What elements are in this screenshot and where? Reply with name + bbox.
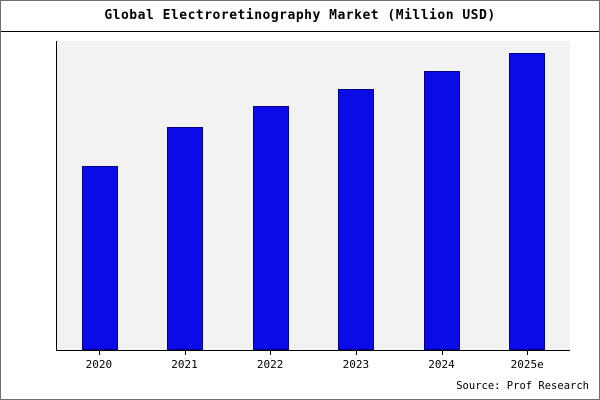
tick-mark [184,351,186,355]
x-tick-label: 2025e [510,358,544,371]
tick-mark [441,351,443,355]
bar-2021 [167,127,204,350]
bar-2020 [81,165,118,350]
x-tick-label: 2023 [342,358,370,371]
x-tick-label: 2022 [256,358,284,371]
tick-mark [98,351,100,355]
plot-area [56,41,570,351]
bars-container [57,41,570,350]
x-tick-label: 2021 [171,358,198,371]
bar-2025e [509,52,546,350]
bar-2023 [338,88,375,350]
bar-2022 [252,106,289,350]
x-tick-2024: 2024 [399,351,485,371]
bar-slot [143,41,229,350]
x-axis-labels: 2020 2021 2022 2023 2024 2025e [56,351,570,371]
x-tick-2021: 2021 [142,351,228,371]
chart-title: Global Electroretinography Market (Milli… [1,1,599,32]
x-tick-2022: 2022 [227,351,313,371]
tick-mark [355,351,357,355]
x-tick-2023: 2023 [313,351,399,371]
bar-slot [399,41,485,350]
x-tick-2025e: 2025e [484,351,570,371]
x-tick-label: 2024 [428,358,455,371]
tick-mark [527,351,529,355]
bar-slot [314,41,400,350]
x-tick-label: 2020 [85,358,113,371]
tick-mark [270,351,272,355]
x-tick-2020: 2020 [56,351,142,371]
bar-slot [228,41,314,350]
source-note: Source: Prof Research [456,380,589,392]
bar-2024 [423,70,460,350]
bar-slot [485,41,571,350]
bar-slot [57,41,143,350]
